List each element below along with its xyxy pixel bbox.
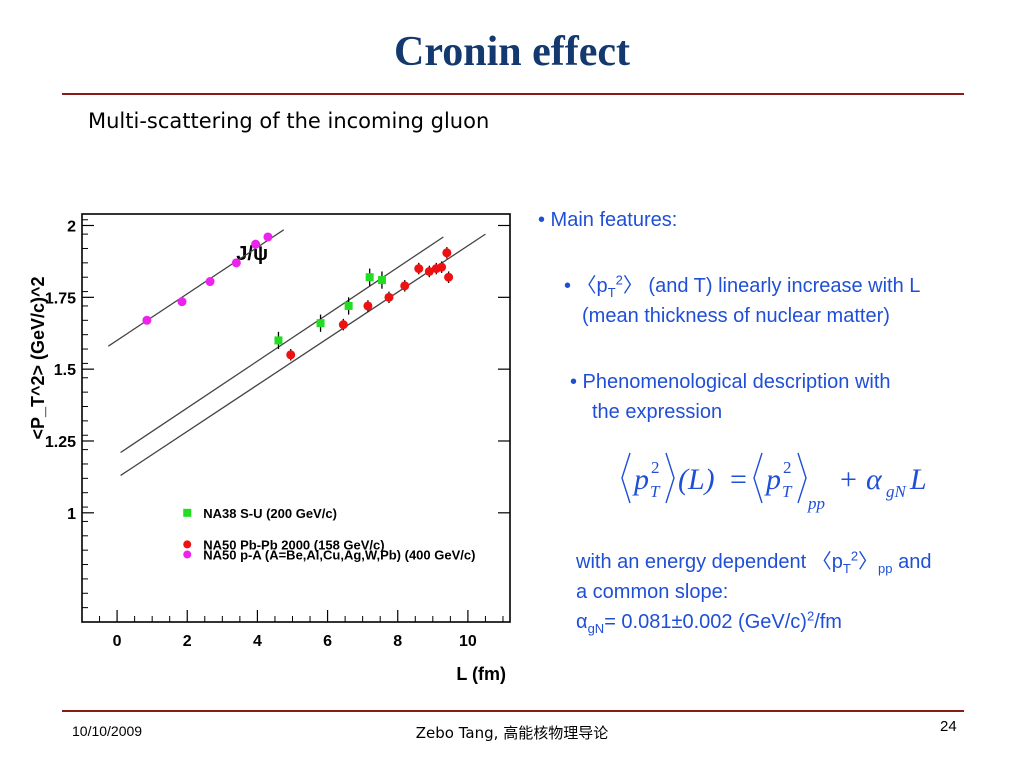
y-tick-label: 2 — [67, 218, 76, 235]
legend-marker — [183, 550, 192, 559]
bottom-divider — [62, 710, 964, 712]
x-axis-label: L (fm) — [456, 664, 506, 684]
fit-line — [120, 233, 486, 477]
footer-date: 10/10/2009 — [72, 723, 143, 739]
y-axis-label: <P_T^2> (GeV/c)^2 — [28, 276, 48, 439]
formula-equals: = — [730, 463, 747, 496]
formula-alpha: α — [866, 463, 883, 496]
formula-rhs-sub: T — [782, 482, 793, 501]
formula-rhs-p: p — [764, 463, 781, 496]
y-tick-label: 1.5 — [54, 362, 76, 379]
angle-bracket-close-2 — [797, 452, 807, 504]
bullet-mean-thickness: (mean thickness of nuclear matter) — [582, 305, 890, 327]
data-point — [286, 350, 296, 360]
plot-frame — [81, 213, 511, 623]
data-point — [316, 319, 325, 328]
x-tick-label: 4 — [253, 633, 262, 650]
pt2-sub: T — [607, 285, 616, 300]
data-point — [437, 262, 447, 272]
formula-rhs-sup: 2 — [783, 458, 792, 477]
data-point — [274, 336, 283, 345]
data-point — [177, 297, 187, 307]
common-slope-line: a common slope: — [576, 581, 729, 603]
slide-title: Cronin effect — [394, 29, 630, 75]
page-number: 24 — [940, 718, 957, 735]
pt2-open: • 〈p — [564, 275, 608, 297]
alpha-sub: gN — [587, 621, 605, 636]
data-point — [377, 276, 386, 285]
alpha-unit: /fm — [814, 611, 842, 633]
y-tick-label: 1 — [67, 506, 76, 523]
data-point — [400, 281, 410, 291]
data-point — [424, 266, 434, 276]
formula-lhs-arg: (L) — [678, 463, 715, 496]
energy-pp: pp — [878, 561, 893, 576]
bullet-pt2-increase: • 〈pT2〉 (and T) linearly increase with L — [564, 271, 920, 301]
data-point — [384, 292, 394, 302]
energy-pre: with an energy dependent 〈p — [576, 551, 843, 573]
fit-line — [120, 236, 444, 454]
formula-plus: + — [840, 463, 857, 496]
energy-sub: T — [842, 561, 851, 576]
formula-L: L — [909, 463, 927, 496]
formula-lhs-p: p — [632, 463, 649, 496]
data-point — [414, 264, 424, 274]
y-tick-label: 1.75 — [45, 290, 76, 307]
data-point — [231, 258, 241, 268]
x-tick-label: 2 — [183, 633, 192, 650]
bullet-expression: the expression — [592, 401, 723, 423]
energy-dependent-line: with an energy dependent 〈pT2〉pp and — [576, 547, 931, 577]
y-tick-label: 1.25 — [45, 434, 76, 451]
formula-lhs-sup: 2 — [651, 458, 660, 477]
legend-label: NA50 Pb-Pb 2000 (158 GeV/c) — [203, 537, 384, 552]
data-point — [344, 301, 353, 310]
legend-marker — [183, 540, 192, 549]
jpsi-pt2-chart: 1 1.25 1.5 1.75 2 0 2 4 6 8 10 L (fm) <P_T^2> (GeV/c… — [28, 213, 511, 684]
alpha-value: = 0.081±0.002 (GeV/c) — [604, 611, 807, 633]
x-tick-label: 8 — [393, 633, 402, 650]
legend-label: NA50 p-A (A=Be,Al,Cu,Ag,W,Pb) (400 GeV/c… — [203, 547, 475, 562]
bullet-main-features: • Main features: — [538, 209, 678, 231]
angle-bracket-open-2 — [753, 452, 763, 504]
data-point — [444, 272, 454, 282]
legend-label: NA38 S-U (200 GeV/c) — [203, 506, 337, 521]
alpha-symbol: α — [576, 611, 588, 633]
legend-marker — [183, 508, 192, 517]
data-point — [263, 232, 273, 242]
pt2-sup: 2 — [615, 272, 623, 288]
pt2-formula: p 2 T (L) = p 2 T pp + α gN L — [621, 452, 927, 513]
data-point — [338, 320, 348, 330]
bullet-phenomenological: • Phenomenological description with — [570, 371, 891, 393]
x-tick-label: 6 — [323, 633, 332, 650]
data-point — [142, 315, 152, 325]
data-point — [442, 248, 452, 258]
data-point — [363, 301, 373, 311]
slide-subtitle: Multi-scattering of the incoming gluon — [88, 109, 490, 133]
energy-close: 〉 — [858, 551, 879, 573]
top-divider — [62, 93, 964, 95]
chart-title: J/ψ — [236, 243, 268, 265]
angle-bracket-close-1 — [665, 452, 675, 504]
x-tick-label: 10 — [459, 633, 477, 650]
fit-line — [107, 229, 285, 347]
angle-bracket-open-1 — [621, 452, 631, 504]
data-point — [251, 239, 261, 249]
pt2-rest: 〉 (and T) linearly increase with L — [622, 275, 921, 297]
energy-sup: 2 — [850, 548, 859, 564]
alpha-sup: 2 — [806, 608, 815, 624]
alpha-value-line: αgN= 0.081±0.002 (GeV/c)2/fm — [576, 607, 842, 637]
footer-author: Zebo Tang, 高能核物理导论 — [415, 724, 609, 742]
formula-lhs-sub: T — [650, 482, 661, 501]
x-tick-label: 0 — [113, 633, 122, 650]
formula-rhs-pp: pp — [807, 494, 825, 513]
data-point — [205, 277, 215, 287]
formula-alpha-sub: gN — [886, 482, 908, 501]
data-point — [365, 273, 374, 282]
energy-post: and — [892, 551, 932, 573]
